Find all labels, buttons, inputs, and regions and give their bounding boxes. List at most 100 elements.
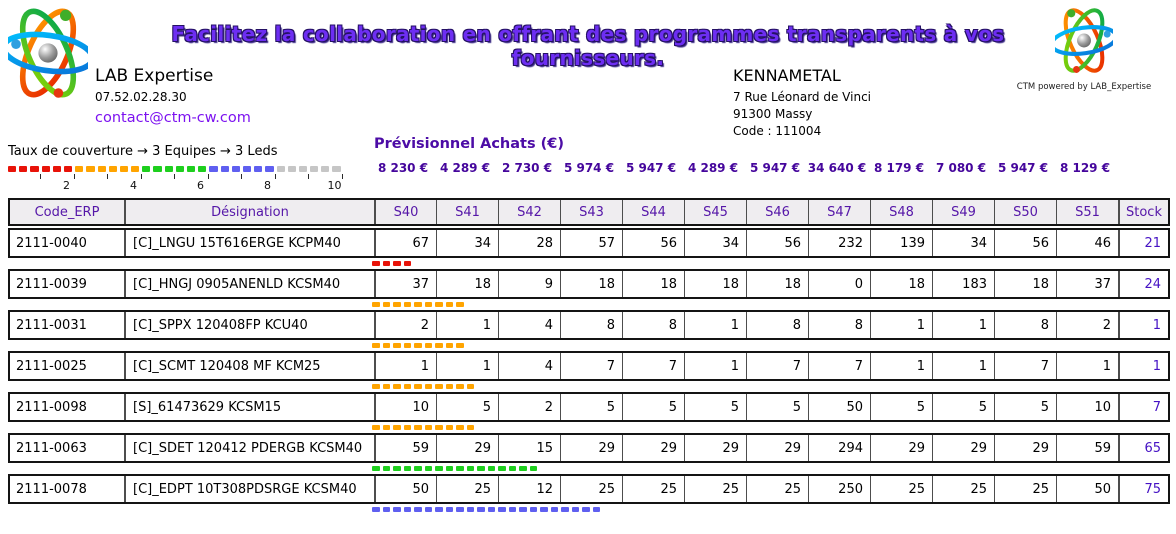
- coverage-led-strip: [372, 466, 1170, 471]
- orange-led-dash: [372, 384, 380, 389]
- orange-led-dash: [414, 302, 422, 307]
- coverage-led-strip: [372, 343, 1170, 348]
- week-value-cell: 1: [870, 353, 932, 379]
- orange-led-dash: [424, 384, 432, 389]
- green-led-dash: [466, 466, 474, 471]
- column-header-s51: S51: [1056, 200, 1118, 224]
- week-value-cell: 1: [684, 353, 746, 379]
- week-value-cell: 10: [374, 394, 436, 420]
- green-led-dash: [403, 466, 411, 471]
- axis-tick-label: 2: [63, 179, 70, 192]
- atom-logo-icon: [0, 2, 96, 108]
- blue-led-dash: [372, 507, 380, 512]
- provider-email-link[interactable]: contact@ctm-cw.com: [95, 110, 251, 126]
- week-value-cell: 29: [622, 435, 684, 461]
- column-header-s41: S41: [436, 200, 498, 224]
- orange-led-dash: [108, 166, 117, 172]
- red-led-dash: [30, 166, 39, 172]
- week-value-cell: 37: [1056, 271, 1118, 297]
- customer-name: KENNAMETAL: [733, 66, 841, 85]
- week-value-cell: 18: [870, 271, 932, 297]
- week-value-cell: 46: [1056, 230, 1118, 256]
- row-code-erp: 2111-0039: [16, 276, 87, 292]
- week-value-cell: 25: [746, 476, 808, 502]
- orange-led-dash: [393, 425, 401, 430]
- blue-led-dash: [571, 507, 579, 512]
- customer-address-line1: 7 Rue Léonard de Vinci: [733, 90, 871, 104]
- week-value-cell: 139: [870, 230, 932, 256]
- week-value-cell: 5: [870, 394, 932, 420]
- orange-led-dash: [435, 302, 443, 307]
- week-value-cell: 1: [436, 353, 498, 379]
- week-value-cell: 1: [436, 312, 498, 338]
- red-led-dash: [403, 261, 411, 266]
- blue-led-dash: [231, 166, 240, 172]
- forecast-value: 8 179 €: [873, 161, 925, 175]
- week-value-cell: 7: [622, 353, 684, 379]
- blue-led-dash: [435, 507, 443, 512]
- week-value-cell: 2: [1056, 312, 1118, 338]
- table-row: 2111-0039 [C]_HNGJ 0905ANENLD KCSM40 37 18 9…: [8, 269, 1170, 299]
- week-value-cell: 8: [622, 312, 684, 338]
- product-row-block: 2111-0063 [C]_SDET 120412 PDERGB KCSM40 59…: [8, 433, 1170, 471]
- column-header-s45: S45: [684, 200, 746, 224]
- week-value-cell: 67: [374, 230, 436, 256]
- green-led-dash: [456, 466, 464, 471]
- week-value-cell: 29: [436, 435, 498, 461]
- blue-led-dash: [508, 507, 516, 512]
- orange-led-dash: [403, 302, 411, 307]
- week-value-cell: 59: [1056, 435, 1118, 461]
- orange-led-dash: [456, 343, 464, 348]
- forecast-value: 2 730 €: [501, 161, 553, 175]
- stock-value-cell: 7: [1118, 394, 1168, 420]
- week-value-cell: 1: [1056, 353, 1118, 379]
- green-led-dash: [187, 166, 196, 172]
- week-value-cell: 5: [746, 394, 808, 420]
- red-led-dash: [372, 261, 380, 266]
- orange-led-dash: [97, 166, 106, 172]
- red-led-dash: [41, 166, 50, 172]
- forecast-table: Code_ERP Désignation S40 S41 S42 S43 S44 S45 S46…: [8, 198, 1170, 515]
- week-value-cell: 5: [684, 394, 746, 420]
- week-value-cell: 18: [622, 271, 684, 297]
- red-led-dash: [63, 166, 73, 172]
- axis-tick: [341, 174, 343, 179]
- orange-led-dash: [393, 384, 401, 389]
- blue-led-dash: [220, 166, 229, 172]
- green-led-dash: [414, 466, 422, 471]
- green-led-dash: [424, 466, 432, 471]
- axis-tick: [107, 174, 108, 179]
- column-header-s44: S44: [622, 200, 684, 224]
- coverage-led-strip: [372, 507, 1170, 512]
- orange-led-dash: [75, 166, 84, 172]
- green-led-dash: [487, 466, 495, 471]
- week-value-cell: 1: [684, 312, 746, 338]
- week-value-cell: 5: [436, 394, 498, 420]
- row-designation: [S]_61473629 KCSM15: [124, 394, 374, 420]
- axis-tick: [40, 174, 41, 179]
- blue-led-dash: [445, 507, 453, 512]
- blue-led-dash: [466, 507, 474, 512]
- orange-led-dash: [372, 425, 380, 430]
- week-value-cell: 25: [870, 476, 932, 502]
- blue-led-dash: [265, 166, 274, 172]
- axis-tick: [174, 174, 175, 179]
- product-row-block: 2111-0031 [C]_SPPX 120408FP KCU40 2 1 4 8 8 1 8 8…: [8, 310, 1170, 348]
- axis-tick: [241, 174, 242, 179]
- blue-led-dash: [519, 507, 527, 512]
- orange-led-dash: [382, 343, 390, 348]
- week-value-cell: 56: [622, 230, 684, 256]
- brand-block: CTM powered by LAB_Expertise: [1000, 4, 1168, 92]
- orange-led-dash: [445, 302, 453, 307]
- blue-led-dash: [254, 166, 263, 172]
- coverage-legend-label: Taux de couverture → 3 Equipes → 3 Leds: [8, 144, 278, 159]
- coverage-led-strip: [372, 302, 1170, 307]
- coverage-led-strip: [372, 425, 1170, 430]
- orange-led-dash: [435, 384, 443, 389]
- coverage-legend: Taux de couverture → 3 Equipes → 3 Leds …: [8, 144, 358, 194]
- forecast-value: 5 947 €: [749, 161, 801, 175]
- week-value-cell: 18: [436, 271, 498, 297]
- column-header-s49: S49: [932, 200, 994, 224]
- page-title: Facilitez la collaboration en offrant de…: [171, 22, 1005, 70]
